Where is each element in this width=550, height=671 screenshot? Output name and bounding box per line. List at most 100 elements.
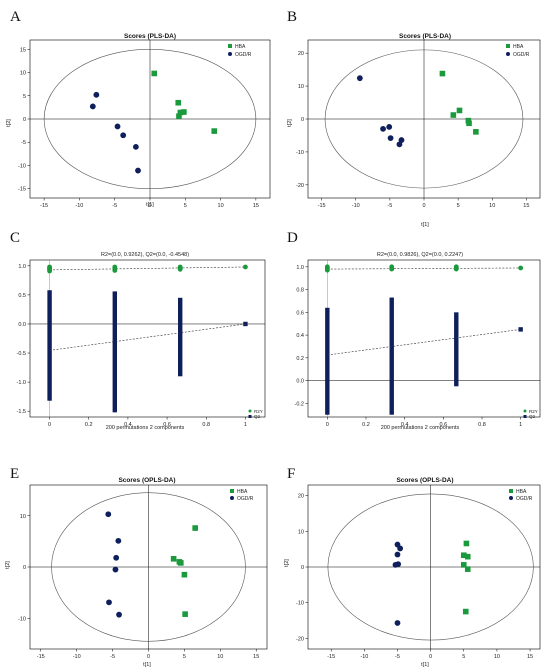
x-tick-label: 15 bbox=[527, 654, 533, 660]
y-tick-label: -10 bbox=[296, 601, 304, 607]
y-tick-label: -1.0 bbox=[17, 380, 26, 386]
y-tick-label: 0.8 bbox=[296, 288, 304, 294]
plot-area-D: 0 0.2 0.4 0.6 0.8 1 -0.2 0.0 0.2 0.4 0.6 0.8 1.0 bbox=[295, 259, 541, 428]
plot-area-A: -15 -10 -5 0 5 10 15 -15 -10 -5 0 5 10 15 bbox=[18, 39, 271, 209]
x-axis-label-F: t[1] bbox=[421, 662, 429, 668]
x-tick-label: 0.8 bbox=[202, 422, 210, 428]
y-tick-label: 10 bbox=[20, 514, 26, 520]
plot-frame bbox=[29, 259, 266, 418]
point-hba bbox=[439, 70, 446, 77]
y-tick-label: -0.2 bbox=[295, 401, 304, 407]
point-ogd-r bbox=[105, 511, 112, 518]
x-tick-label: -10 bbox=[73, 654, 81, 660]
panel-label-E: E bbox=[10, 466, 19, 482]
x-tick-label: 0 bbox=[147, 654, 150, 660]
chart-title-F: Scores (OPLS-DA) bbox=[396, 477, 453, 484]
y-tick-label: 0.0 bbox=[18, 322, 26, 328]
r2y-point bbox=[389, 266, 395, 272]
panel-F: F Scores (OPLS-DA) -15 -10 -5 0 5 10 15 -20 -10 0… bbox=[284, 466, 541, 668]
x-tick-label: 1 bbox=[244, 422, 247, 428]
y-tick-label: -10 bbox=[296, 150, 304, 156]
point-hba bbox=[211, 128, 218, 134]
y-tick-label: 0.0 bbox=[296, 379, 304, 385]
point-ogd-r bbox=[106, 599, 112, 606]
point-ogd-r bbox=[356, 75, 363, 82]
x-tick-label: 0 bbox=[422, 203, 425, 209]
legend-marker-ogd-B bbox=[506, 52, 510, 56]
point-hba bbox=[181, 109, 187, 115]
legend-label-r2y-C: R2Y bbox=[254, 409, 263, 414]
q2-permutation-column bbox=[112, 291, 117, 413]
x-tick-label: -5 bbox=[112, 203, 117, 209]
panel-A: A Scores (PLS-DA) -15 -10 -5 0 5 10 15 -15 -10 -5… bbox=[6, 9, 271, 209]
point-ogd-r bbox=[397, 545, 404, 552]
x-tick-label: 0.6 bbox=[440, 422, 448, 428]
x-tick-label: -10 bbox=[360, 654, 368, 660]
y-tick-label: 10 bbox=[20, 71, 26, 77]
legend-E: HBA OGD/R bbox=[230, 489, 254, 502]
legend-marker-hba-B bbox=[506, 44, 510, 48]
point-hba bbox=[466, 120, 472, 127]
legend-label-r2y-D: R2Y bbox=[529, 409, 538, 414]
legend-marker-q2-C bbox=[248, 415, 252, 418]
y-tick-label: 0 bbox=[23, 565, 26, 571]
x-axis-label-B: t[1] bbox=[421, 222, 429, 228]
legend-label-hba-B: HBA bbox=[513, 44, 524, 50]
legend-label-hba-F: HBA bbox=[516, 489, 527, 495]
point-ogd-r bbox=[93, 91, 100, 98]
legend-marker-hba-A bbox=[228, 44, 232, 48]
point-hba bbox=[192, 525, 198, 531]
x-tick-label: -15 bbox=[318, 203, 326, 209]
y-tick-label: 15 bbox=[20, 47, 26, 53]
legend-marker-ogd-E bbox=[230, 496, 234, 500]
point-hba bbox=[151, 70, 158, 77]
point-ogd-r bbox=[135, 167, 141, 174]
x-tick-label: -10 bbox=[75, 203, 83, 209]
panel-D: D R2=(0.0, 0.9826), Q2=(0.0, 0.2247) 0 0.… bbox=[287, 230, 541, 431]
point-ogd-r bbox=[116, 611, 122, 618]
legend-marker-ogd-F bbox=[509, 496, 513, 500]
y-tick-label: 1.0 bbox=[296, 265, 304, 271]
q2-permutation-column bbox=[178, 297, 183, 377]
point-hba bbox=[177, 109, 184, 116]
point-ogd-r bbox=[113, 554, 120, 561]
y-tick-label: 0.5 bbox=[18, 293, 26, 299]
r2y-point bbox=[324, 267, 330, 273]
x-tick-label: -5 bbox=[387, 203, 392, 209]
panel-label-A: A bbox=[10, 9, 21, 25]
x-tick-label: -10 bbox=[352, 203, 360, 209]
x-tick-label: 10 bbox=[217, 654, 223, 660]
legend-label-hba-A: HBA bbox=[235, 44, 246, 50]
chart-title-A: Scores (PLS-DA) bbox=[124, 33, 176, 40]
point-ogd-r bbox=[132, 143, 139, 150]
r2y-point bbox=[518, 265, 524, 271]
y-tick-label: 0.6 bbox=[296, 310, 304, 316]
panel-label-F: F bbox=[287, 466, 295, 482]
point-ogd-r bbox=[392, 561, 399, 568]
x-tick-label: -15 bbox=[327, 654, 335, 660]
point-hba bbox=[182, 611, 188, 617]
chart-title-C: R2=(0.0, 0.9262), Q2=(0.0, -0.4548) bbox=[101, 252, 189, 258]
point-hba bbox=[460, 552, 467, 559]
point-ogd-r bbox=[394, 551, 401, 558]
legend-marker-hba-E bbox=[230, 489, 234, 493]
q2-point bbox=[518, 327, 523, 332]
y-tick-label: 0 bbox=[301, 565, 304, 571]
panel-label-D: D bbox=[287, 230, 298, 246]
legend-marker-r2y-D bbox=[523, 409, 527, 413]
y-tick-label: 5 bbox=[23, 94, 26, 100]
plot-area-E: -15 -10 -5 0 5 10 15 -10 0 10 bbox=[18, 484, 268, 660]
q2-regression-line bbox=[49, 323, 246, 351]
q2-permutation-column bbox=[47, 290, 52, 401]
panel-B: B Scores (PLS-DA) -15 -10 -5 0 5 10 15 -20 -10 0 1… bbox=[287, 9, 541, 228]
point-hba bbox=[473, 129, 479, 135]
x-tick-label: 15 bbox=[253, 654, 259, 660]
panel-label-B: B bbox=[287, 9, 297, 25]
q2-permutation-column bbox=[389, 297, 394, 415]
x-tick-label: 1 bbox=[519, 422, 522, 428]
legend-marker-r2y-C bbox=[248, 409, 252, 413]
panel-E: E Scores (OPLS-DA) -15 -10 -5 0 5 10 15-10010 … bbox=[5, 466, 268, 668]
y-tick-label: -5 bbox=[21, 140, 26, 146]
point-ogd-r bbox=[387, 135, 394, 141]
x-tick-label: 0 bbox=[429, 654, 432, 660]
